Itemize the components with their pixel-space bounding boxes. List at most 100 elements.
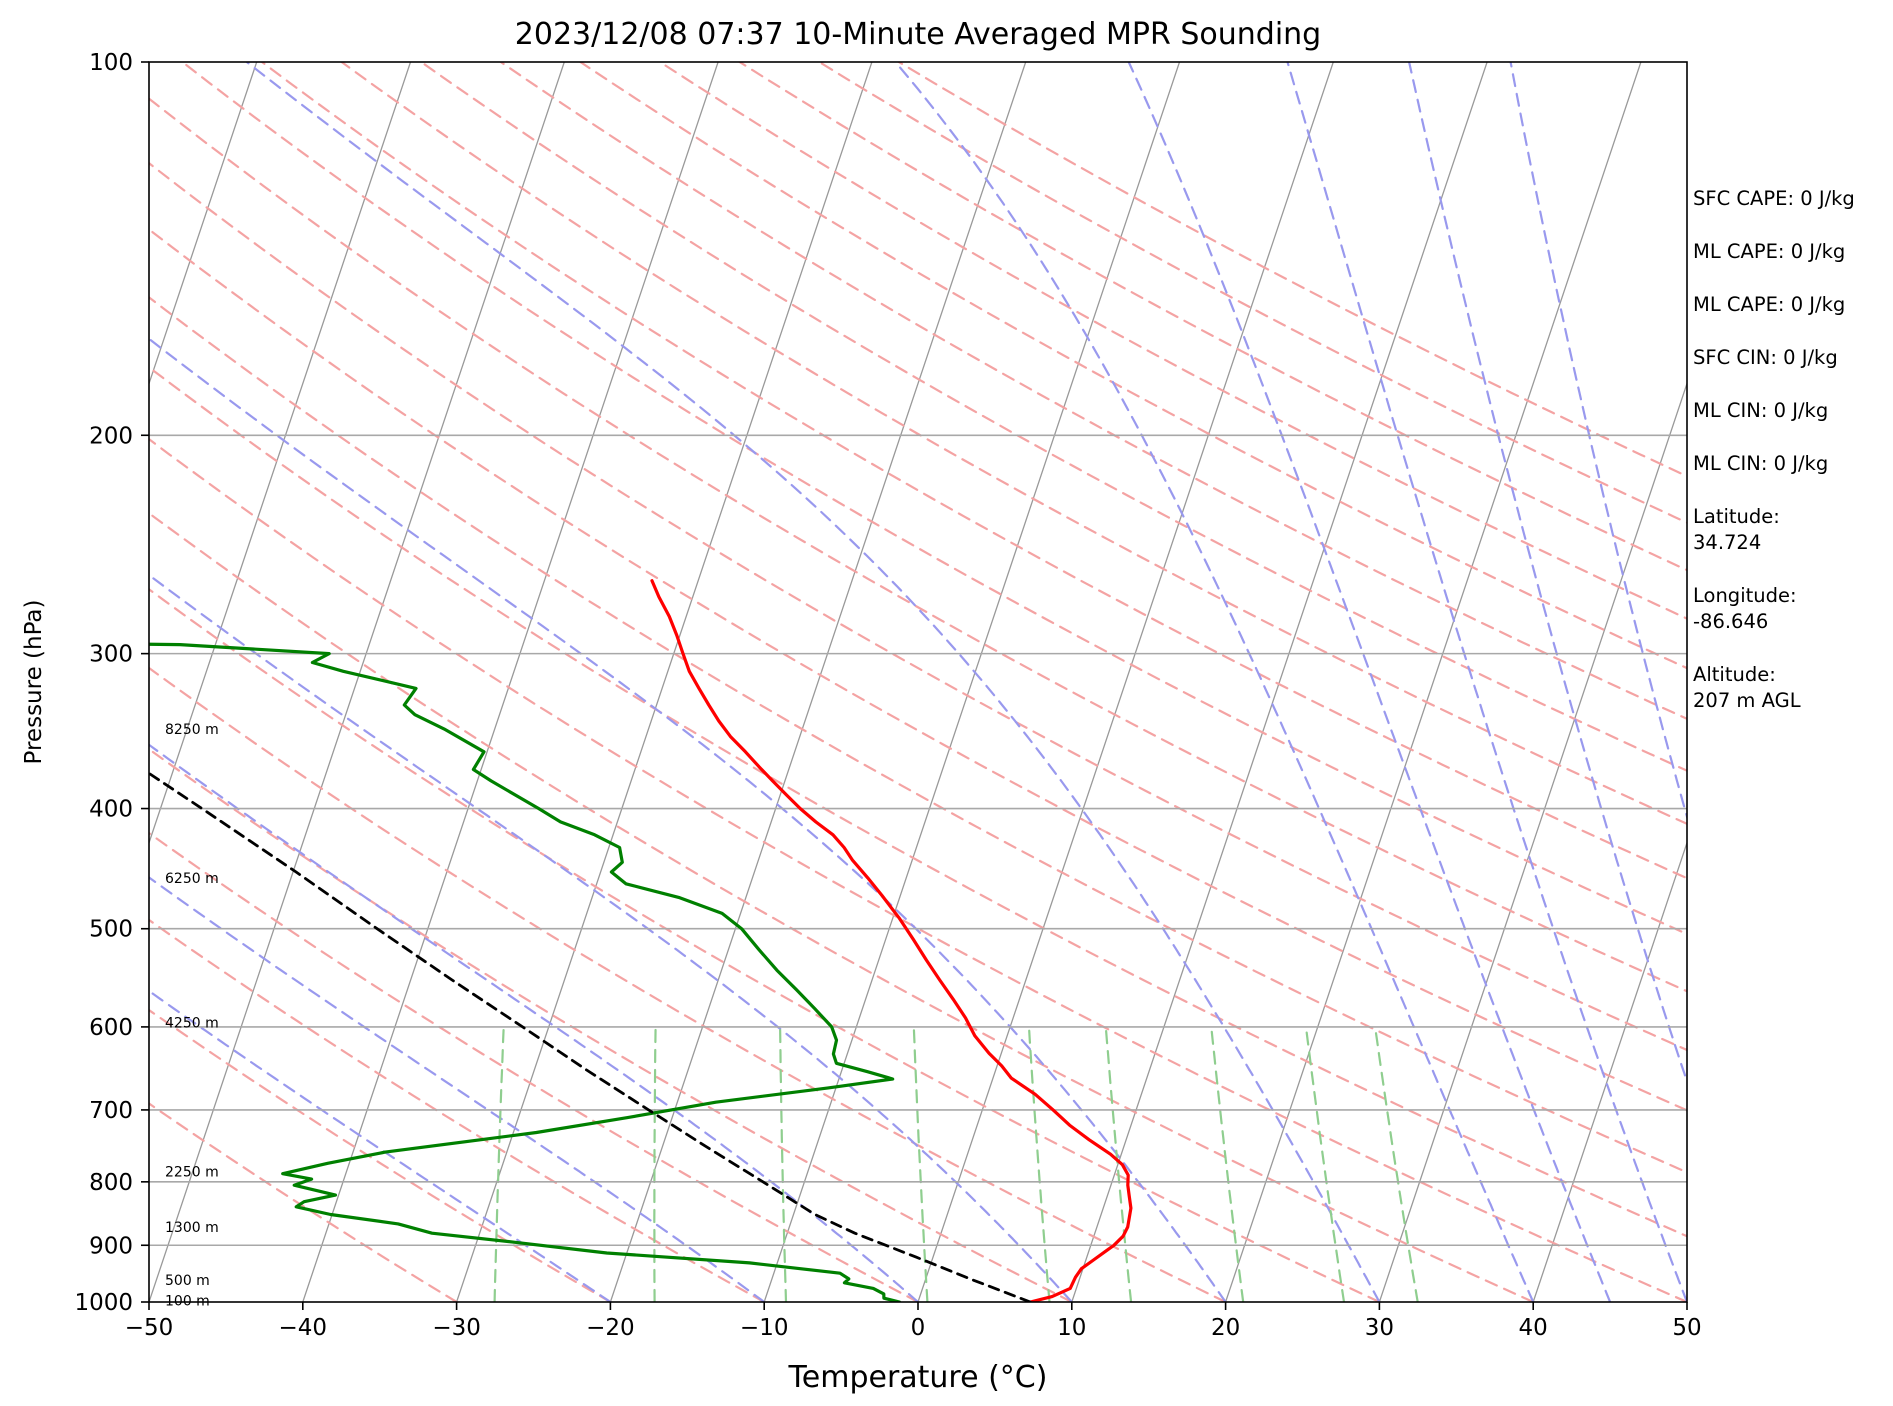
x-tick-label: 40	[1519, 1315, 1548, 1341]
x-axis-label: Temperature (°C)	[788, 1360, 1048, 1395]
info-ml-cin: ML CIN: 0 J/kg	[1693, 399, 1829, 422]
dry-adiabat-line	[738, 62, 1687, 572]
x-tick-label: −40	[279, 1315, 328, 1341]
isotherm-line	[455, 62, 873, 1302]
x-tick-label: −10	[740, 1315, 789, 1341]
x-tick-label: 20	[1211, 1315, 1240, 1341]
height-labels: 100 m 500 m 1300 m 2250 m 4250 m 6250 m 8250 m	[165, 722, 219, 1309]
info-latitude: Latitude: 34.724	[1693, 505, 1780, 554]
mixing-ratio-line	[1373, 1025, 1419, 1302]
dry-adiabat-line	[149, 831, 920, 1302]
dry-adiabat-line	[149, 97, 1687, 993]
y-tick-label: 900	[89, 1233, 133, 1259]
moist-adiabat-line	[1509, 62, 1687, 821]
x-tick-label: 10	[1057, 1315, 1086, 1341]
isotherm-line	[1532, 840, 1687, 1302]
chart-title: 2023/12/08 07:37 10-Minute Averaged MPR …	[515, 17, 1321, 52]
x-tick-label: −50	[125, 1315, 174, 1341]
info-sfc-cape: SFC CAPE: 0 J/kg	[1693, 187, 1855, 210]
info-sfc-cin: SFC CIN: 0 J/kg	[1693, 346, 1838, 369]
mixing-ratio-line	[1104, 1025, 1133, 1302]
dry-adiabat-line	[149, 437, 1687, 1302]
x-tick-label: −20	[586, 1315, 635, 1341]
isotherm-line	[149, 62, 412, 845]
y-tick-label: 800	[89, 1170, 133, 1196]
mixing-ratio-line	[1304, 1025, 1346, 1302]
info-ml-cape: ML CAPE: 0 J/kg	[1693, 240, 1846, 263]
dewpoint-line	[149, 642, 902, 1302]
info-altitude: Altitude: 207 m AGL	[1693, 663, 1801, 712]
y-axis-label: Pressure (hPa)	[21, 600, 47, 765]
y-tick-label: 400	[89, 797, 133, 823]
isotherm-line	[302, 62, 719, 1302]
axes: −50 −40 −30 −20 −10 0 10 20 30 40 50 1000 900 800 700 6…	[74, 50, 1701, 1341]
dry-adiabat-line	[149, 228, 1687, 1112]
isotherm-line	[763, 62, 1181, 1302]
height-label: 100 m	[165, 1293, 210, 1309]
height-label: 8250 m	[165, 722, 219, 738]
dry-adiabat-line	[340, 62, 1687, 826]
moist-adiabat-line	[149, 876, 766, 1302]
info-ml-cape-2: ML CAPE: 0 J/kg	[1693, 293, 1846, 316]
dry-adiabat-line	[818, 62, 1687, 524]
x-tick-label: −30	[432, 1315, 481, 1341]
dry-adiabat-line	[181, 62, 1687, 936]
dry-adiabat-line	[149, 511, 1535, 1302]
dry-adiabat-line	[260, 62, 1687, 880]
x-tick-label: 0	[911, 1315, 926, 1341]
dry-adiabat-line	[149, 918, 766, 1302]
dry-adiabat-line	[499, 62, 1687, 721]
y-tick-label: 500	[89, 917, 133, 943]
moist-adiabat-line	[1127, 62, 1612, 1302]
y-tick-label: 200	[89, 423, 133, 449]
dry-adiabat-line	[579, 62, 1687, 670]
dry-adiabat-line	[149, 666, 1227, 1302]
y-tick-label: 600	[89, 1015, 133, 1041]
info-longitude: Longitude: -86.646	[1693, 584, 1797, 633]
isotherm-line	[149, 62, 565, 1302]
mixing-ratio-line	[778, 1025, 788, 1302]
isotherm-line	[1224, 62, 1642, 1302]
isotherm-line	[609, 62, 1027, 1302]
info-ml-cin-2: ML CIN: 0 J/kg	[1693, 452, 1829, 475]
y-tick-label: 300	[89, 642, 133, 668]
mixing-ratio-line	[1027, 1025, 1051, 1302]
dry-adiabat-line	[149, 365, 1687, 1238]
moist-adiabat-line	[1286, 62, 1687, 1302]
mixing-ratio-line	[653, 1025, 657, 1302]
sounding-lines	[149, 579, 1133, 1302]
height-label: 1300 m	[165, 1220, 219, 1236]
height-label: 500 m	[165, 1273, 210, 1289]
dry-adiabat-line	[149, 587, 1381, 1302]
moist-adiabat-line	[1407, 62, 1687, 1085]
dry-adiabat-line	[897, 62, 1687, 478]
isotherm-line	[917, 62, 1334, 1302]
isotherm-line	[0, 62, 103, 1302]
mixing-ratio-line	[493, 1025, 505, 1302]
dry-adiabat-line	[658, 62, 1687, 620]
y-tick-label: 700	[89, 1098, 133, 1124]
info-panel: SFC CAPE: 0 J/kg ML CAPE: 0 J/kg ML CAPE…	[1693, 186, 1883, 741]
moist-adiabat-line	[149, 337, 1227, 1302]
isotherm-line	[1378, 381, 1687, 1302]
background-lines	[0, 62, 1687, 1302]
isotherm-line	[149, 62, 258, 386]
x-tick-label: 30	[1365, 1315, 1394, 1341]
x-tick-label: 50	[1672, 1315, 1701, 1341]
moist-adiabat-line	[149, 743, 920, 1302]
mixing-ratio-line	[912, 1025, 929, 1302]
dry-adiabat-line	[149, 161, 1687, 1052]
parcel-profile-line	[149, 771, 1032, 1302]
height-label: 4250 m	[165, 1015, 219, 1031]
temperature-line	[650, 579, 1133, 1302]
moist-adiabat-line	[894, 62, 1535, 1302]
height-label: 2250 m	[165, 1165, 219, 1181]
isotherm-line	[1071, 62, 1488, 1302]
dry-adiabat-line	[420, 62, 1687, 772]
mixing-ratio-line	[1210, 1025, 1245, 1302]
y-tick-label: 1000	[74, 1290, 133, 1316]
height-label: 6250 m	[165, 871, 219, 887]
y-tick-label: 100	[89, 50, 133, 76]
dry-adiabat-line	[149, 296, 1687, 1174]
